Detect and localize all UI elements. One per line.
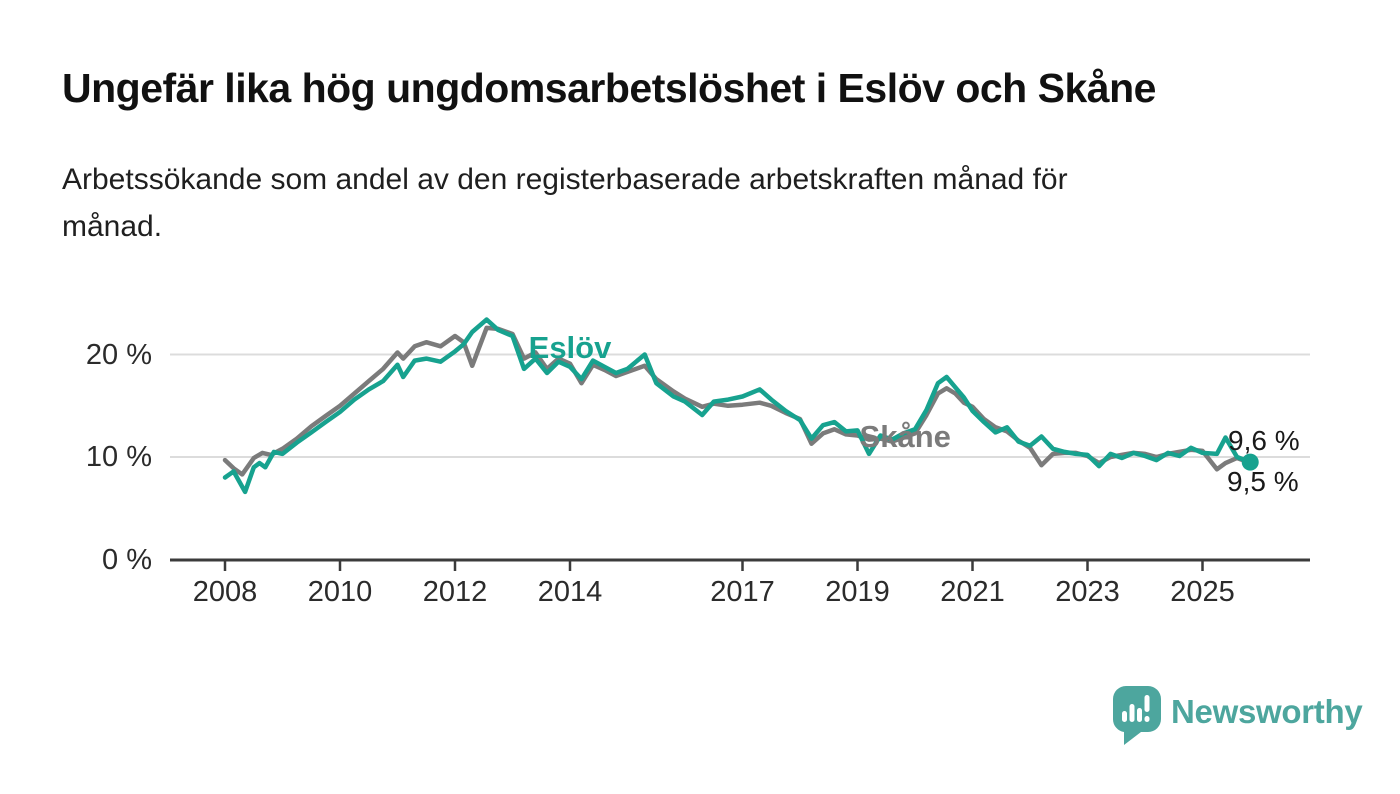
eslov-end-dot xyxy=(1241,453,1259,471)
skane-series-label: Skåne xyxy=(859,419,951,454)
x-axis-tick-label: 2008 xyxy=(192,576,258,608)
newsworthy-logo: Newsworthy xyxy=(1113,686,1363,746)
y-axis-tick-label: 20 % xyxy=(85,338,152,371)
x-axis-tick-label: 2019 xyxy=(825,576,890,608)
y-axis-tick-label: 10 % xyxy=(85,441,152,473)
x-axis-tick-label: 2021 xyxy=(940,576,1005,608)
x-axis-tick-label: 2010 xyxy=(307,576,373,608)
skane-line xyxy=(222,325,1248,477)
newsworthy-wordmark: Newsworthy xyxy=(1171,693,1363,730)
chart-subtitle: Arbetssökande som andel av den registerb… xyxy=(62,156,1262,250)
chart-subtitle-line-1: Arbetssökande som andel av den registerb… xyxy=(62,163,1068,196)
eslov-series-label: Eslöv xyxy=(528,330,612,366)
x-axis-tick-label: 2023 xyxy=(1055,576,1120,608)
chart-subtitle-line-2: månad. xyxy=(62,210,163,243)
eslov-line xyxy=(222,317,1253,495)
eslov-end-value-label: 9,5 % xyxy=(1227,466,1299,497)
x-axis-tick-label: 2014 xyxy=(537,576,603,608)
x-axis-tick-label: 2012 xyxy=(422,576,488,608)
x-axis-tick-label: 2025 xyxy=(1170,576,1235,608)
chart-title: Ungefär lika hög ungdomsarbetslöshet i E… xyxy=(62,65,1156,111)
x-axis-tick-label: 2017 xyxy=(710,576,775,608)
skane-end-value-label: 9,6 % xyxy=(1228,425,1300,456)
speech-bubble-bar-chart-icon xyxy=(1113,686,1161,745)
y-axis-tick-label: 0 % xyxy=(102,543,152,576)
